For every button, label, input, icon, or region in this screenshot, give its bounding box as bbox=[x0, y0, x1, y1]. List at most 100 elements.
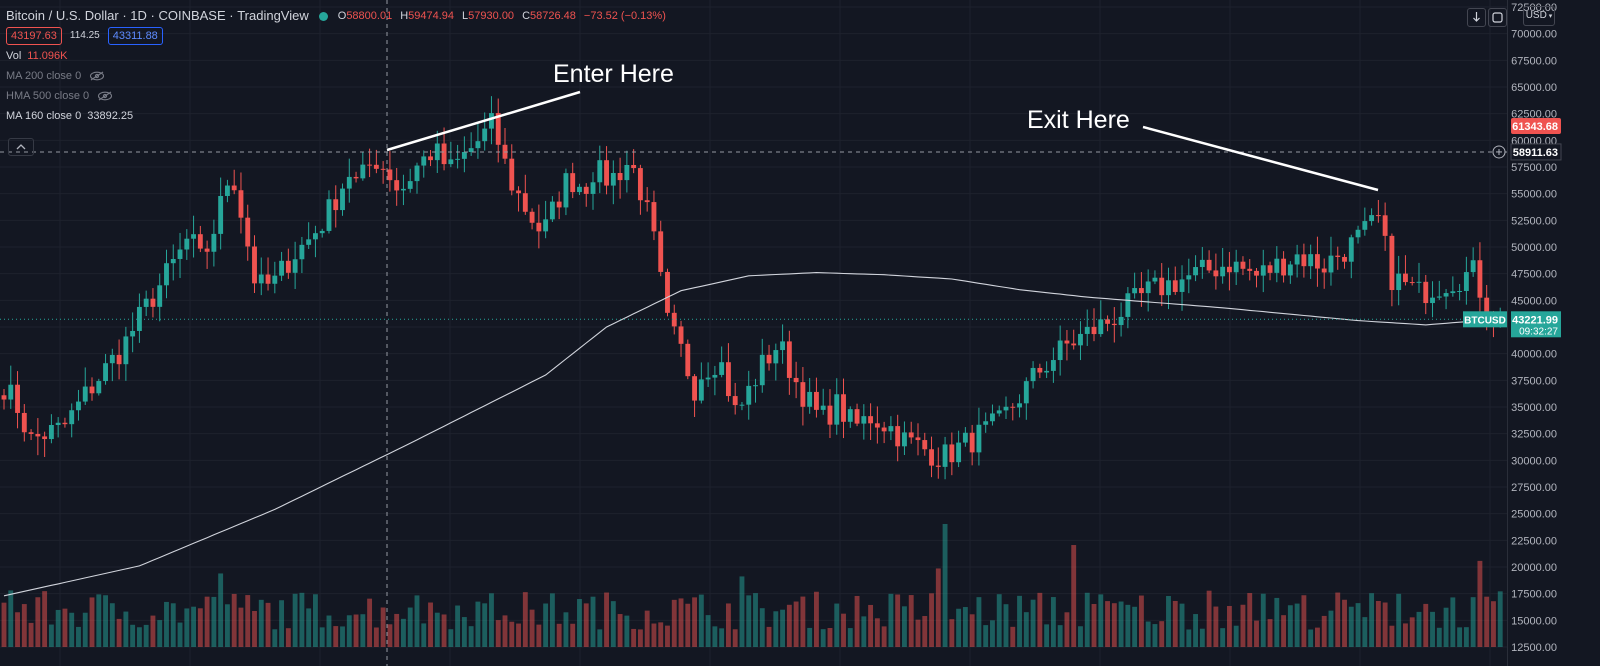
candle-body[interactable] bbox=[678, 326, 684, 344]
candle-body[interactable] bbox=[1369, 215, 1375, 222]
candle-body[interactable] bbox=[644, 200, 650, 203]
candle-body[interactable] bbox=[793, 377, 799, 383]
candle-body[interactable] bbox=[136, 306, 142, 331]
candle-body[interactable] bbox=[55, 422, 61, 425]
candle-body[interactable] bbox=[1, 395, 7, 400]
candle-body[interactable] bbox=[238, 190, 244, 218]
candle-body[interactable] bbox=[1457, 291, 1463, 293]
candle-body[interactable] bbox=[421, 156, 427, 166]
candle-body[interactable] bbox=[1240, 261, 1246, 269]
candle-body[interactable] bbox=[285, 260, 291, 273]
candle-body[interactable] bbox=[434, 143, 440, 161]
candle-body[interactable] bbox=[732, 396, 738, 406]
eye-hidden-icon[interactable] bbox=[97, 91, 113, 101]
candle-body[interactable] bbox=[651, 202, 657, 232]
sell-price-button[interactable]: 43197.63 bbox=[6, 27, 62, 45]
candle-body[interactable] bbox=[299, 244, 305, 260]
candle-body[interactable] bbox=[631, 164, 637, 169]
candle-body[interactable] bbox=[1091, 326, 1097, 335]
candle-body[interactable] bbox=[1342, 256, 1347, 262]
candle-body[interactable] bbox=[962, 432, 968, 443]
candle-body[interactable] bbox=[28, 432, 34, 434]
candle-body[interactable] bbox=[1484, 297, 1490, 316]
candle-body[interactable] bbox=[915, 437, 921, 441]
candle-body[interactable] bbox=[1274, 258, 1280, 273]
candle-body[interactable] bbox=[1145, 281, 1151, 294]
candle-body[interactable] bbox=[685, 343, 691, 377]
candle-body[interactable] bbox=[759, 354, 765, 386]
candle-body[interactable] bbox=[766, 354, 772, 364]
candle-body[interactable] bbox=[1017, 403, 1022, 408]
candle-body[interactable] bbox=[89, 386, 95, 394]
candle-body[interactable] bbox=[1423, 281, 1429, 304]
candle-body[interactable] bbox=[103, 363, 108, 382]
candle-body[interactable] bbox=[252, 246, 257, 284]
candle-body[interactable] bbox=[475, 141, 481, 149]
candle-body[interactable] bbox=[96, 381, 102, 394]
candle-body[interactable] bbox=[935, 465, 941, 467]
candle-body[interactable] bbox=[455, 158, 461, 160]
candle-body[interactable] bbox=[1443, 293, 1449, 297]
candle-body[interactable] bbox=[827, 405, 833, 425]
candle-body[interactable] bbox=[1416, 281, 1422, 283]
ma160-indicator-row[interactable]: MA 160 close 0 33892.25 bbox=[6, 106, 666, 126]
candle-body[interactable] bbox=[468, 148, 474, 153]
candle-body[interactable] bbox=[1044, 370, 1050, 373]
candle-body[interactable] bbox=[617, 172, 623, 181]
candle-body[interactable] bbox=[563, 173, 569, 208]
candle-body[interactable] bbox=[387, 169, 393, 181]
volume-indicator-row[interactable]: Vol 11.096K bbox=[6, 46, 666, 66]
candle-body[interactable] bbox=[367, 164, 373, 166]
candle-body[interactable] bbox=[1186, 275, 1192, 280]
market-status-icon[interactable] bbox=[318, 11, 328, 21]
candle-body[interactable] bbox=[218, 195, 224, 234]
candle-body[interactable] bbox=[1382, 215, 1388, 236]
candle-body[interactable] bbox=[150, 298, 156, 307]
candle-body[interactable] bbox=[597, 160, 603, 183]
candle-body[interactable] bbox=[21, 412, 27, 433]
candle-body[interactable] bbox=[908, 432, 914, 438]
fullscreen-button[interactable] bbox=[1488, 8, 1507, 27]
candle-body[interactable] bbox=[482, 128, 488, 142]
candle-body[interactable] bbox=[773, 350, 779, 364]
candle-body[interactable] bbox=[705, 377, 711, 380]
candle-body[interactable] bbox=[346, 176, 352, 189]
candle-body[interactable] bbox=[62, 422, 68, 425]
candle-body[interactable] bbox=[279, 260, 285, 276]
candle-body[interactable] bbox=[942, 444, 948, 467]
candle-body[interactable] bbox=[1355, 229, 1361, 238]
candle-body[interactable] bbox=[861, 416, 867, 424]
buy-price-button[interactable]: 43311.88 bbox=[107, 27, 163, 45]
candle-body[interactable] bbox=[536, 222, 542, 232]
candle-body[interactable] bbox=[949, 444, 955, 463]
candle-body[interactable] bbox=[1375, 215, 1381, 217]
candle-body[interactable] bbox=[570, 173, 576, 193]
candle-body[interactable] bbox=[1010, 406, 1016, 408]
candle-body[interactable] bbox=[319, 230, 325, 234]
candle-body[interactable] bbox=[123, 336, 129, 365]
candle-body[interactable] bbox=[1125, 293, 1131, 317]
candle-body[interactable] bbox=[549, 201, 555, 220]
candle-body[interactable] bbox=[428, 156, 433, 161]
candle-body[interactable] bbox=[881, 427, 887, 432]
collapse-legend-button[interactable] bbox=[8, 138, 34, 156]
candle-body[interactable] bbox=[529, 211, 535, 223]
candle-body[interactable] bbox=[414, 165, 420, 182]
candle-body[interactable] bbox=[184, 238, 190, 250]
candle-body[interactable] bbox=[556, 201, 562, 208]
candle-body[interactable] bbox=[164, 263, 169, 286]
candle-body[interactable] bbox=[725, 362, 731, 397]
candle-body[interactable] bbox=[841, 394, 846, 422]
candle-body[interactable] bbox=[1057, 340, 1063, 361]
candle-body[interactable] bbox=[1260, 265, 1266, 276]
hma500-indicator-row[interactable]: HMA 500 close 0 bbox=[6, 86, 666, 106]
candle-body[interactable] bbox=[543, 219, 549, 232]
candle-body[interactable] bbox=[1403, 273, 1408, 283]
candle-body[interactable] bbox=[82, 386, 88, 402]
candle-body[interactable] bbox=[990, 413, 995, 422]
candle-body[interactable] bbox=[590, 182, 596, 194]
exit-trend-line[interactable] bbox=[1142, 125, 1379, 192]
candle-body[interactable] bbox=[1050, 360, 1056, 371]
candle-body[interactable] bbox=[448, 159, 454, 165]
interval[interactable]: 1D bbox=[130, 8, 147, 23]
